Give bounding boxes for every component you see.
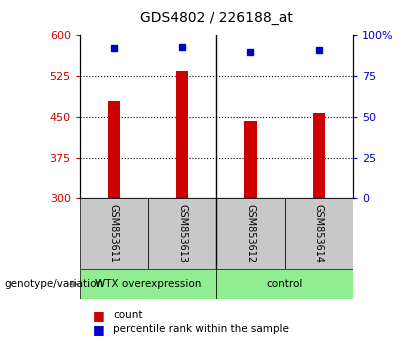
FancyBboxPatch shape: [80, 198, 148, 269]
Text: ■: ■: [92, 323, 104, 336]
Bar: [312, 113, 325, 198]
Text: GDS4802 / 226188_at: GDS4802 / 226188_at: [140, 11, 293, 25]
FancyBboxPatch shape: [216, 198, 285, 269]
Text: GSM853611: GSM853611: [109, 204, 119, 263]
Bar: [244, 121, 257, 198]
FancyBboxPatch shape: [216, 269, 353, 299]
Text: count: count: [113, 310, 143, 320]
Text: percentile rank within the sample: percentile rank within the sample: [113, 324, 289, 334]
Bar: [176, 71, 188, 198]
Text: GSM853612: GSM853612: [245, 204, 255, 263]
Text: genotype/variation: genotype/variation: [4, 279, 103, 289]
Text: ■: ■: [92, 309, 104, 321]
Text: WTX overexpression: WTX overexpression: [95, 279, 201, 289]
Text: GSM853614: GSM853614: [314, 204, 324, 263]
Text: control: control: [266, 279, 303, 289]
FancyBboxPatch shape: [80, 269, 216, 299]
FancyBboxPatch shape: [285, 198, 353, 269]
Bar: [108, 101, 120, 198]
Text: GSM853613: GSM853613: [177, 204, 187, 263]
FancyBboxPatch shape: [148, 198, 216, 269]
